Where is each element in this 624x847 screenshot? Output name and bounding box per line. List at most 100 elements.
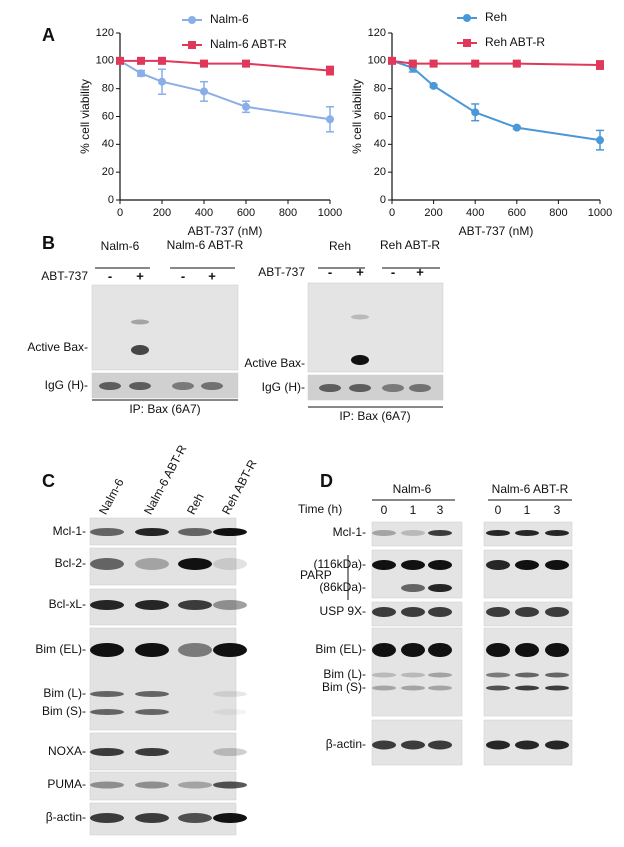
band — [135, 600, 169, 610]
band — [401, 530, 425, 536]
band — [213, 643, 247, 657]
y-tick-label: 80 — [374, 83, 386, 95]
band — [401, 740, 425, 750]
point — [188, 16, 196, 24]
time-value: 1 — [410, 503, 417, 517]
row-label: Bcl-xL- — [49, 597, 86, 611]
band — [213, 558, 247, 570]
point — [512, 123, 521, 132]
band — [131, 319, 149, 325]
x-tick-label: 0 — [389, 207, 395, 219]
series-line — [391, 59, 601, 67]
parp-label: PARP — [300, 568, 332, 582]
band — [486, 685, 510, 691]
time-value: 3 — [437, 503, 444, 517]
band — [545, 607, 569, 617]
row-label: Mcl-1- — [53, 524, 86, 538]
band — [135, 558, 169, 570]
point — [116, 56, 124, 65]
row-label: IgG (H)- — [45, 378, 88, 392]
band — [213, 691, 247, 697]
band — [135, 781, 169, 789]
point — [388, 56, 396, 65]
blot-panel — [371, 627, 463, 717]
row-label: β-actin- — [326, 737, 366, 751]
band — [372, 607, 396, 617]
band — [90, 600, 124, 610]
ip-label: IP: Bax (6A7) — [339, 409, 410, 423]
band — [515, 607, 539, 617]
row-label: β-actin- — [46, 810, 86, 824]
point — [200, 87, 208, 96]
band — [428, 672, 452, 678]
band — [401, 672, 425, 678]
column-label: Reh — [184, 491, 207, 517]
point — [200, 59, 208, 68]
row-label: IgG (H)- — [262, 380, 305, 394]
band — [428, 607, 452, 617]
band — [486, 740, 510, 750]
band — [428, 560, 452, 570]
time-value: 1 — [524, 503, 531, 517]
series-line — [119, 59, 331, 121]
x-tick-label: 800 — [549, 207, 567, 219]
y-tick-label: 0 — [108, 194, 114, 206]
band — [349, 384, 371, 392]
point — [471, 108, 480, 117]
band — [401, 643, 425, 657]
band — [486, 607, 510, 617]
y-tick-label: 60 — [102, 110, 114, 122]
band — [90, 558, 124, 570]
band — [178, 813, 212, 823]
point — [137, 69, 145, 78]
point — [326, 66, 334, 75]
band — [545, 672, 569, 678]
point — [188, 41, 196, 49]
band — [172, 382, 194, 390]
band — [135, 528, 169, 536]
treatment-sign: + — [356, 264, 364, 279]
row-label: Bim (L)- — [43, 686, 86, 700]
treatment-sign: + — [208, 268, 216, 283]
y-tick-label: 120 — [368, 27, 386, 39]
y-tick-label: 40 — [102, 138, 114, 150]
band — [99, 382, 121, 390]
band — [545, 560, 569, 570]
band — [90, 528, 124, 536]
band — [515, 530, 539, 536]
band — [486, 643, 510, 657]
band — [545, 740, 569, 750]
x-tick-label: 0 — [117, 207, 123, 219]
x-tick-label: 200 — [153, 207, 171, 219]
time-value: 0 — [381, 503, 388, 517]
band — [545, 643, 569, 657]
band — [401, 584, 425, 592]
row-label: USP 9X- — [320, 604, 366, 618]
column-label: Reh — [329, 239, 351, 253]
y-tick-label: 20 — [102, 166, 114, 178]
treatment-label: ABT-737 — [258, 265, 305, 279]
band — [428, 530, 452, 536]
band — [515, 560, 539, 570]
treatment-sign: - — [181, 268, 185, 283]
point — [242, 102, 250, 111]
wrapped-label-box: Reh ABT-R — [379, 238, 441, 252]
band — [213, 781, 247, 789]
series-line — [120, 59, 331, 72]
band — [90, 813, 124, 823]
y-axis-label: % cell viability — [350, 79, 364, 154]
band — [428, 685, 452, 691]
band — [545, 685, 569, 691]
band — [213, 600, 247, 610]
blot-panel — [89, 771, 237, 801]
row-label: Bim (S)- — [322, 680, 366, 694]
row-label: (116kDa)- — [314, 557, 366, 571]
band — [90, 709, 124, 715]
blot-panel — [307, 282, 444, 373]
band — [409, 384, 431, 392]
column-label: Reh ABT-R — [379, 238, 441, 252]
y-tick-label: 80 — [102, 83, 114, 95]
band — [515, 685, 539, 691]
point — [326, 115, 334, 124]
band — [486, 672, 510, 678]
